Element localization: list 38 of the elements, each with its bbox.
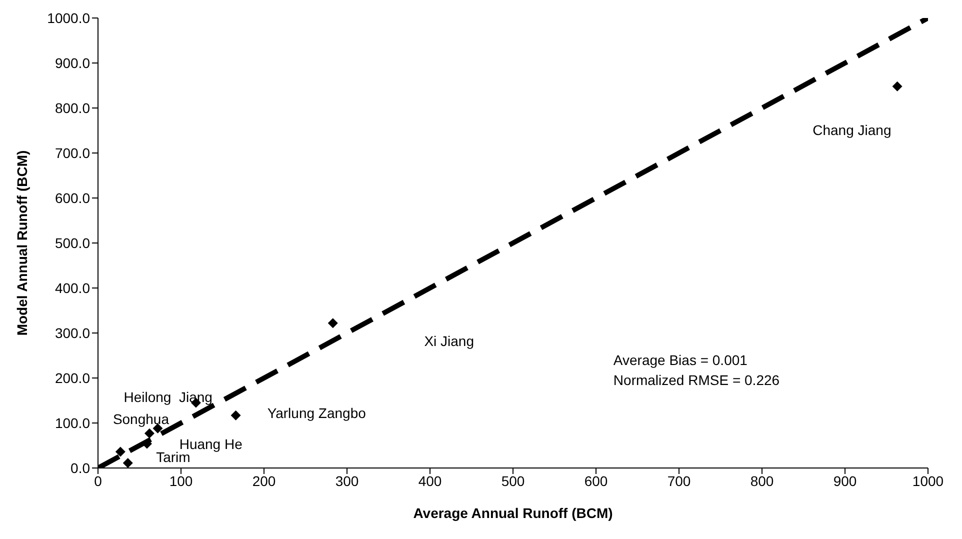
point <box>230 410 241 420</box>
annotation: Huang He <box>179 436 242 452</box>
y-tick-label: 100.0 <box>54 414 90 431</box>
annotation: Tarim <box>156 449 190 466</box>
x-tick-label: 400 <box>418 472 442 489</box>
y-tick-label: 400.0 <box>54 280 90 296</box>
y-tick-label: 200.0 <box>54 370 90 386</box>
x-axis-title: Average Annual Runoff (BCM) <box>413 505 613 521</box>
point <box>115 446 126 457</box>
y-tick-label: 1000.0 <box>47 10 90 26</box>
x-tick-label: 900 <box>833 472 857 489</box>
x-tick-label: 800 <box>750 472 774 489</box>
annotation: Xi Jiang <box>424 333 474 350</box>
y-tick-label: 500.0 <box>54 234 90 251</box>
point <box>144 428 154 438</box>
y-tick-label: 700.0 <box>54 144 90 161</box>
y-tick-label: 900.0 <box>54 54 90 71</box>
x-tick-label: 100 <box>169 472 193 489</box>
point <box>892 81 902 92</box>
y-tick-label: 800.0 <box>54 100 90 116</box>
y-axis-title: Model Annual Runoff (BCM) <box>14 150 30 336</box>
y-tick-label: 300.0 <box>54 324 90 341</box>
annotation: Yarlung Zangbo <box>267 404 366 421</box>
y-tick-label: 0.0 <box>70 460 90 476</box>
annotation: Normalized RMSE = 0.226 <box>613 372 780 388</box>
x-tick-label: 1000 <box>912 472 944 489</box>
x-tick-label: 300 <box>335 472 359 489</box>
point <box>122 458 133 468</box>
annotation: Chang Jiang <box>812 122 892 138</box>
x-tick-label: 200 <box>252 472 276 489</box>
x-tick-label: 600 <box>584 472 608 489</box>
x-tick-label: 700 <box>667 472 691 489</box>
x-tick-label: 500 <box>501 472 525 489</box>
annotation: Average Bias = 0.001 <box>613 352 748 368</box>
annotation: Songhua <box>112 411 169 428</box>
y-tick-label: 600.0 <box>54 190 90 206</box>
point <box>328 318 338 328</box>
x-tick-label: 0 <box>94 472 102 489</box>
